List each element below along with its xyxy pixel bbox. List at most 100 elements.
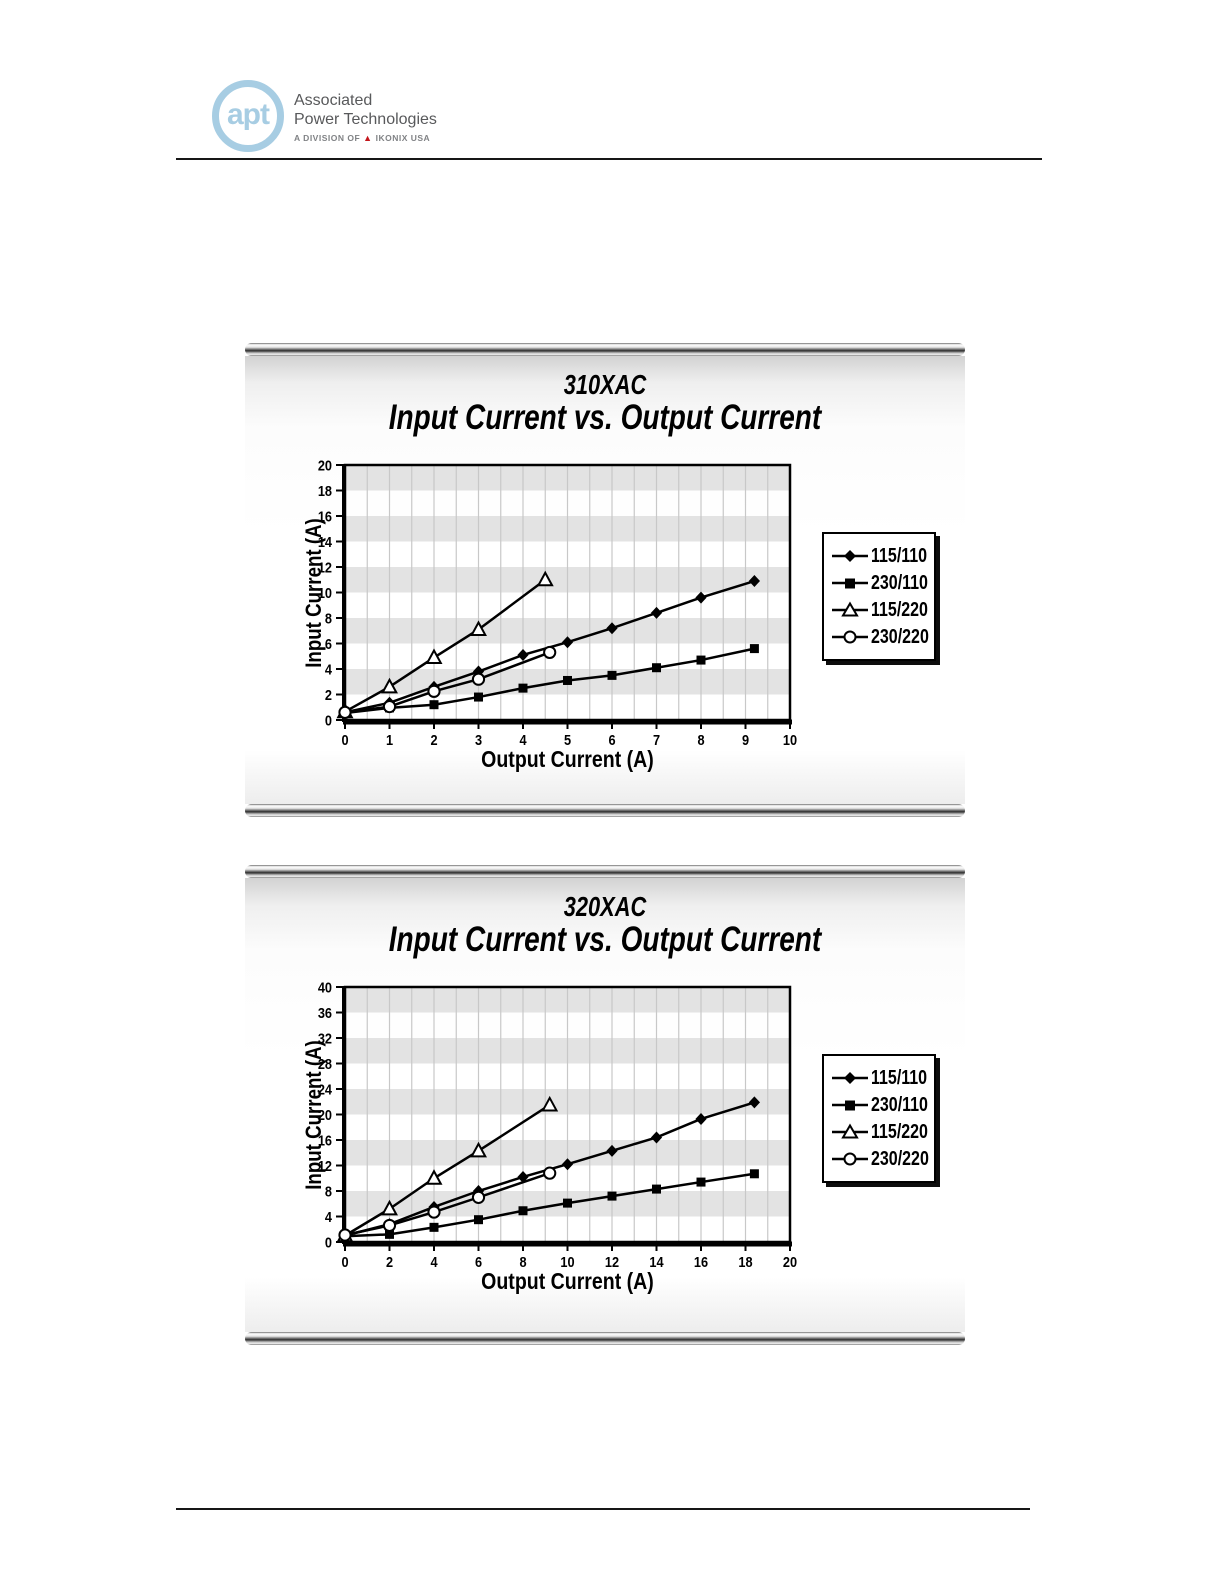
svg-text:3: 3 <box>475 731 482 748</box>
division-prefix: A DIVISION OF <box>294 133 361 143</box>
svg-text:2: 2 <box>430 731 437 748</box>
svg-text:10: 10 <box>560 1253 574 1270</box>
legend-label: 115/220 <box>871 1120 928 1143</box>
chart-model-title: 320XAC <box>563 891 647 922</box>
triangle-marker-icon <box>832 1123 868 1139</box>
legend-label: 230/220 <box>871 1147 929 1170</box>
svg-text:18: 18 <box>738 1253 752 1270</box>
legend-label: 115/110 <box>871 1066 928 1089</box>
logo-line-1: Associated <box>294 92 373 109</box>
legend-item: 230/110 <box>832 570 930 596</box>
svg-text:0: 0 <box>341 1253 348 1270</box>
square-marker-icon <box>832 578 868 589</box>
svg-text:36: 36 <box>318 1004 332 1021</box>
ikonix-triangle-icon: ▲ <box>363 132 373 143</box>
legend-item: 115/220 <box>832 1119 930 1145</box>
svg-text:6: 6 <box>475 1253 482 1270</box>
legend-320xac: 115/110 230/110 115/220 <box>822 1054 936 1183</box>
metal-bar-top <box>245 343 965 356</box>
legend-label: 115/110 <box>871 544 928 567</box>
svg-text:8: 8 <box>519 1253 526 1270</box>
y-axis-title: Input Current (A) <box>301 517 326 668</box>
svg-text:16: 16 <box>694 1253 708 1270</box>
metal-bar-top <box>245 865 965 878</box>
legend-label: 115/220 <box>871 598 928 621</box>
svg-text:4: 4 <box>325 660 332 677</box>
svg-text:12: 12 <box>318 1157 332 1174</box>
svg-text:10: 10 <box>783 731 797 748</box>
svg-text:4: 4 <box>430 1253 437 1270</box>
apt-logo-icon: apt <box>212 80 284 152</box>
chart-model-title: 310XAC <box>563 369 647 400</box>
svg-text:4: 4 <box>519 731 526 748</box>
chart-title: Input Current vs. Output Current <box>388 920 822 959</box>
svg-text:20: 20 <box>318 1106 332 1123</box>
triangle-marker-icon <box>832 601 868 617</box>
svg-text:16: 16 <box>318 1131 332 1148</box>
square-marker-icon <box>832 1100 868 1111</box>
svg-text:7: 7 <box>653 731 660 748</box>
footer-divider <box>176 1508 1030 1510</box>
logo-division-line: A DIVISION OF ▲ IKONIX USA <box>294 133 437 143</box>
circle-marker-icon <box>832 1152 868 1166</box>
svg-text:12: 12 <box>318 558 332 575</box>
legend-item: 230/220 <box>832 624 930 650</box>
svg-text:16: 16 <box>318 507 332 524</box>
svg-text:8: 8 <box>325 609 332 626</box>
division-suffix: IKONIX USA <box>375 133 431 143</box>
legend-item: 230/110 <box>832 1092 930 1118</box>
legend-label: 230/220 <box>871 625 929 648</box>
metal-bar-bottom <box>245 1332 965 1345</box>
svg-text:6: 6 <box>608 731 615 748</box>
svg-text:14: 14 <box>649 1253 663 1270</box>
chart-title: Input Current vs. Output Current <box>388 398 822 437</box>
svg-text:0: 0 <box>325 1233 332 1250</box>
x-axis-title: Output Current (A) <box>481 1268 654 1294</box>
svg-text:0: 0 <box>325 711 332 728</box>
legend-label: 230/110 <box>871 1093 928 1116</box>
section-320xac-body: 320XAC Input Current vs. Output Current … <box>245 878 965 1332</box>
diamond-marker-icon <box>832 1072 868 1084</box>
logo-line-2: Power Technologies <box>294 111 437 128</box>
apt-monogram: apt <box>227 98 270 131</box>
legend-item: 230/220 <box>832 1146 930 1172</box>
header-divider <box>176 158 1042 160</box>
diamond-marker-icon <box>832 550 868 562</box>
legend-item: 115/220 <box>832 597 930 623</box>
apt-logo-text: Associated Power Technologies A DIVISION… <box>294 91 437 143</box>
x-axis-title: Output Current (A) <box>481 746 654 772</box>
section-320xac: 320XAC Input Current vs. Output Current … <box>245 865 965 1345</box>
svg-text:40: 40 <box>318 978 332 995</box>
svg-text:32: 32 <box>318 1029 332 1046</box>
svg-text:20: 20 <box>783 1253 797 1270</box>
svg-text:9: 9 <box>742 731 749 748</box>
svg-text:20: 20 <box>318 456 332 473</box>
legend-item: 115/110 <box>832 1065 930 1091</box>
legend-310xac: 115/110 230/110 115/220 <box>822 532 936 661</box>
svg-text:14: 14 <box>318 533 332 550</box>
legend-label: 230/110 <box>871 571 928 594</box>
metal-bar-bottom <box>245 804 965 817</box>
svg-text:4: 4 <box>325 1208 332 1225</box>
svg-text:12: 12 <box>605 1253 619 1270</box>
svg-text:0: 0 <box>341 731 348 748</box>
svg-text:1: 1 <box>386 731 393 748</box>
svg-text:6: 6 <box>325 635 332 652</box>
legend-item: 115/110 <box>832 543 930 569</box>
svg-text:2: 2 <box>386 1253 393 1270</box>
svg-text:28: 28 <box>318 1055 332 1072</box>
circle-marker-icon <box>832 630 868 644</box>
svg-text:8: 8 <box>697 731 704 748</box>
svg-text:24: 24 <box>318 1080 332 1097</box>
svg-text:18: 18 <box>318 482 332 499</box>
section-310xac: 310XAC Input Current vs. Output Current … <box>245 343 965 817</box>
y-axis-title: Input Current (A) <box>301 1039 326 1190</box>
svg-text:8: 8 <box>325 1182 332 1199</box>
section-310xac-body: 310XAC Input Current vs. Output Current … <box>245 356 965 804</box>
svg-text:5: 5 <box>564 731 571 748</box>
svg-text:2: 2 <box>325 686 332 703</box>
svg-text:10: 10 <box>318 584 332 601</box>
